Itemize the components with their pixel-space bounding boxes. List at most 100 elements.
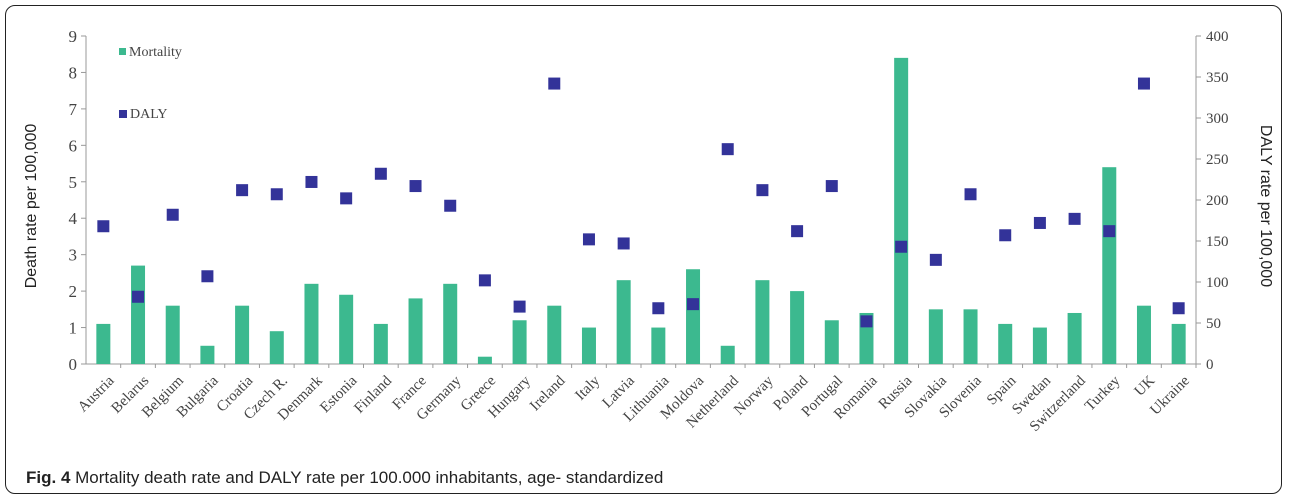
bar-mortality — [339, 294, 354, 364]
point-daly — [478, 274, 491, 287]
legend-label-daly: DALY — [130, 107, 167, 122]
bar-mortality — [512, 320, 527, 364]
point-daly — [340, 192, 353, 205]
bar-mortality — [443, 283, 458, 364]
point-daly — [791, 225, 804, 238]
bar-mortality — [755, 280, 770, 364]
point-daly — [1137, 77, 1150, 90]
legend-swatch-daly — [119, 110, 127, 118]
point-daly — [756, 184, 769, 197]
bar-mortality — [790, 291, 805, 364]
bar-mortality — [131, 265, 146, 364]
bar-mortality — [304, 283, 319, 364]
x-tick-label: Norway — [731, 373, 777, 419]
y-tick-label-left: 8 — [69, 63, 78, 82]
caption-label: Fig. 4 — [26, 468, 71, 487]
point-daly — [201, 270, 214, 283]
point-daly — [409, 180, 422, 193]
figure-frame: Death rate per 100,000 DALY rate per 100… — [5, 5, 1282, 494]
y-tick-label-right: 0 — [1206, 357, 1214, 373]
y-tick-label-right: 300 — [1206, 111, 1229, 127]
point-daly — [374, 167, 387, 180]
x-tick-label: UK — [1132, 373, 1159, 400]
legend-label-mortality: Mortality — [129, 45, 182, 60]
y-tick-label-right: 200 — [1206, 193, 1229, 209]
point-daly — [166, 208, 179, 221]
bar-mortality — [720, 345, 735, 364]
point-daly — [964, 188, 977, 201]
y-tick-label-left: 4 — [69, 209, 78, 228]
y-tick-label-left: 5 — [69, 173, 78, 192]
bar-mortality — [824, 320, 839, 364]
point-daly — [929, 253, 942, 266]
y-tick-label-right: 250 — [1206, 152, 1229, 168]
y-tick-label-right: 100 — [1206, 275, 1229, 291]
y-tick-label-left: 1 — [69, 319, 78, 338]
bar-mortality — [1067, 312, 1082, 364]
y-tick-label-right: 400 — [1206, 29, 1229, 45]
point-daly — [270, 188, 283, 201]
point-daly — [617, 237, 630, 250]
bar-mortality — [200, 345, 215, 364]
point-daly — [513, 300, 526, 313]
y-axis-label-right: DALY rate per 100,000 — [1257, 125, 1274, 287]
x-tick-label: Estonia — [317, 373, 360, 416]
point-daly — [548, 77, 561, 90]
bar-mortality — [1032, 327, 1047, 364]
point-daly — [1172, 302, 1185, 315]
bar-mortality — [1102, 167, 1117, 364]
legend-swatch-mortality — [119, 48, 126, 55]
y-tick-label-left: 9 — [69, 27, 78, 46]
chart: Death rate per 100,000 DALY rate per 100… — [23, 27, 1274, 435]
x-tick-label: Ireland — [527, 373, 569, 415]
y-tick-label-right: 150 — [1206, 234, 1229, 250]
point-daly — [1033, 216, 1046, 229]
bar-mortality — [998, 323, 1013, 364]
point-daly — [860, 315, 873, 328]
point-daly — [652, 302, 665, 315]
point-daly — [444, 199, 457, 212]
point-daly — [305, 175, 318, 188]
point-daly — [582, 233, 595, 246]
y-tick-label-left: 6 — [69, 136, 78, 155]
point-daly — [132, 290, 145, 303]
bar-mortality — [373, 323, 388, 364]
point-daly — [236, 184, 249, 197]
bar-mortality — [547, 305, 562, 364]
figure-caption: Fig. 4 Mortality death rate and DALY rat… — [26, 468, 663, 488]
bar-mortality — [581, 327, 596, 364]
x-tick-label: Italy — [572, 373, 603, 404]
bar-mortality — [408, 298, 423, 364]
bar-mortality — [651, 327, 666, 364]
y-tick-label-left: 7 — [69, 100, 78, 119]
bar-mortality — [1136, 305, 1151, 364]
x-tick-label: Ukraine — [1147, 373, 1193, 419]
point-daly — [999, 229, 1012, 242]
y-tick-label-right: 350 — [1206, 70, 1229, 86]
y-tick-label-left: 2 — [69, 282, 78, 301]
bar-mortality — [616, 280, 631, 364]
bar-mortality — [928, 309, 943, 364]
bar-mortality — [686, 269, 701, 364]
point-daly — [687, 298, 700, 311]
point-daly — [721, 143, 734, 156]
point-daly — [895, 240, 908, 253]
bar-mortality — [269, 331, 284, 364]
legend: Mortality DALY — [119, 45, 182, 122]
point-daly — [825, 180, 838, 193]
bar-mortality — [894, 57, 909, 364]
y-tick-label-right: 50 — [1206, 316, 1221, 332]
bar-mortality — [1171, 323, 1186, 364]
point-daly — [97, 220, 110, 233]
caption-text: Mortality death rate and DALY rate per 1… — [75, 468, 664, 487]
bar-mortality — [165, 305, 180, 364]
y-tick-label-left: 0 — [69, 355, 78, 374]
bar-mortality — [477, 356, 492, 364]
left-axis-title: Death rate per 100,000 — [23, 124, 40, 289]
x-tick-label: Finland — [351, 373, 395, 417]
bar-mortality — [963, 309, 978, 364]
y-tick-label-left: 3 — [69, 246, 78, 265]
point-daly — [1103, 225, 1116, 238]
bar-mortality — [96, 323, 111, 364]
y-axis-label: Death rate per 100,000 — [23, 124, 40, 289]
